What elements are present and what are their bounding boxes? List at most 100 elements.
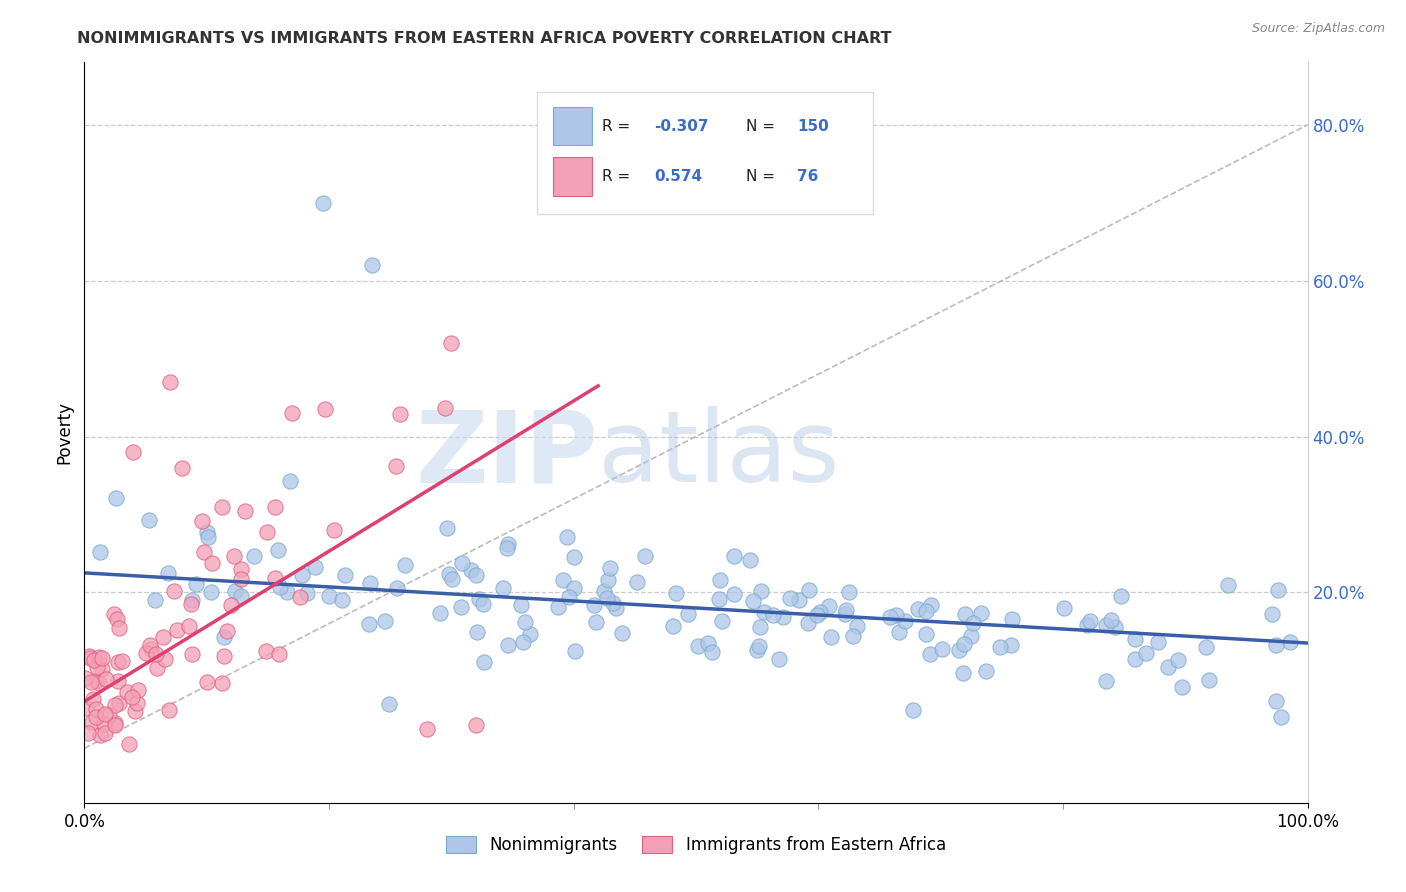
Point (738, 553, 761, 567)
Point (94, 726, 117, 740)
Point (762, 608, 785, 623)
Point (592, 584, 614, 599)
Point (513, 615, 536, 629)
Point (229, 572, 252, 586)
Point (1109, 589, 1132, 603)
Point (1001, 612, 1024, 626)
Point (93, 716, 115, 731)
Point (752, 605, 775, 619)
Point (952, 637, 974, 651)
Point (103, 607, 125, 621)
Point (709, 573, 731, 587)
Point (820, 630, 842, 644)
Point (748, 639, 770, 653)
Point (180, 598, 202, 612)
Point (107, 674, 129, 689)
Point (596, 573, 619, 587)
Point (678, 607, 700, 622)
Point (496, 541, 519, 556)
Point (1156, 659, 1178, 673)
Point (394, 558, 416, 573)
Point (1198, 673, 1220, 687)
Point (231, 589, 253, 603)
Point (582, 598, 605, 612)
Point (564, 644, 586, 658)
Point (374, 614, 396, 628)
Point (416, 722, 439, 736)
Point (903, 703, 925, 717)
Point (107, 655, 129, 669)
Point (357, 617, 380, 632)
Point (212, 630, 235, 644)
Point (915, 604, 938, 618)
Point (498, 639, 520, 653)
Point (1267, 582, 1289, 597)
Point (1218, 578, 1240, 592)
Point (440, 336, 463, 351)
Point (143, 593, 166, 607)
Point (723, 549, 745, 563)
Point (84, 702, 107, 716)
Text: N =: N = (747, 169, 785, 184)
Point (436, 521, 458, 535)
Point (145, 648, 167, 662)
Point (471, 598, 494, 612)
Point (1278, 635, 1301, 649)
Point (108, 621, 131, 635)
Point (212, 648, 235, 663)
Text: 0.574: 0.574 (654, 169, 703, 184)
Point (1147, 635, 1170, 649)
Point (547, 599, 569, 614)
Point (460, 563, 482, 577)
Point (138, 638, 160, 652)
Point (1261, 607, 1284, 622)
Text: N =: N = (747, 119, 780, 134)
Point (86, 673, 108, 688)
Text: 150: 150 (797, 119, 830, 134)
Point (496, 537, 519, 551)
Point (834, 603, 856, 617)
Text: NONIMMIGRANTS VS IMMIGRANTS FROM EASTERN AFRICA POVERTY CORRELATION CHART: NONIMMIGRANTS VS IMMIGRANTS FROM EASTERN… (77, 31, 891, 46)
Point (596, 591, 619, 606)
Point (291, 568, 314, 582)
Point (79, 650, 101, 665)
Point (605, 601, 627, 615)
Point (264, 500, 287, 515)
Point (159, 375, 181, 389)
Point (335, 568, 357, 582)
Point (697, 636, 720, 650)
Point (82, 691, 104, 706)
Point (551, 573, 574, 587)
Point (768, 652, 790, 666)
Point (429, 606, 451, 620)
Point (931, 641, 953, 656)
Point (124, 704, 146, 718)
Point (197, 530, 219, 544)
Point (1135, 646, 1157, 660)
Point (157, 703, 180, 717)
Point (953, 607, 976, 622)
Text: R =: R = (602, 169, 640, 184)
Point (1123, 632, 1146, 646)
Point (80, 714, 103, 729)
Y-axis label: Poverty: Poverty (55, 401, 73, 464)
Point (948, 642, 970, 657)
Point (177, 619, 200, 633)
Point (104, 491, 127, 505)
Point (558, 590, 581, 604)
Point (98, 708, 121, 723)
Point (77, 648, 100, 663)
Point (263, 571, 285, 585)
Point (242, 549, 264, 563)
Text: R =: R = (602, 119, 636, 134)
Point (1104, 620, 1126, 634)
Point (215, 624, 238, 638)
Point (314, 401, 336, 416)
Point (952, 665, 974, 680)
Point (894, 614, 917, 628)
Point (89, 544, 111, 558)
Point (700, 645, 723, 659)
Text: atlas: atlas (598, 407, 839, 503)
Point (221, 599, 243, 613)
Point (80, 674, 103, 689)
